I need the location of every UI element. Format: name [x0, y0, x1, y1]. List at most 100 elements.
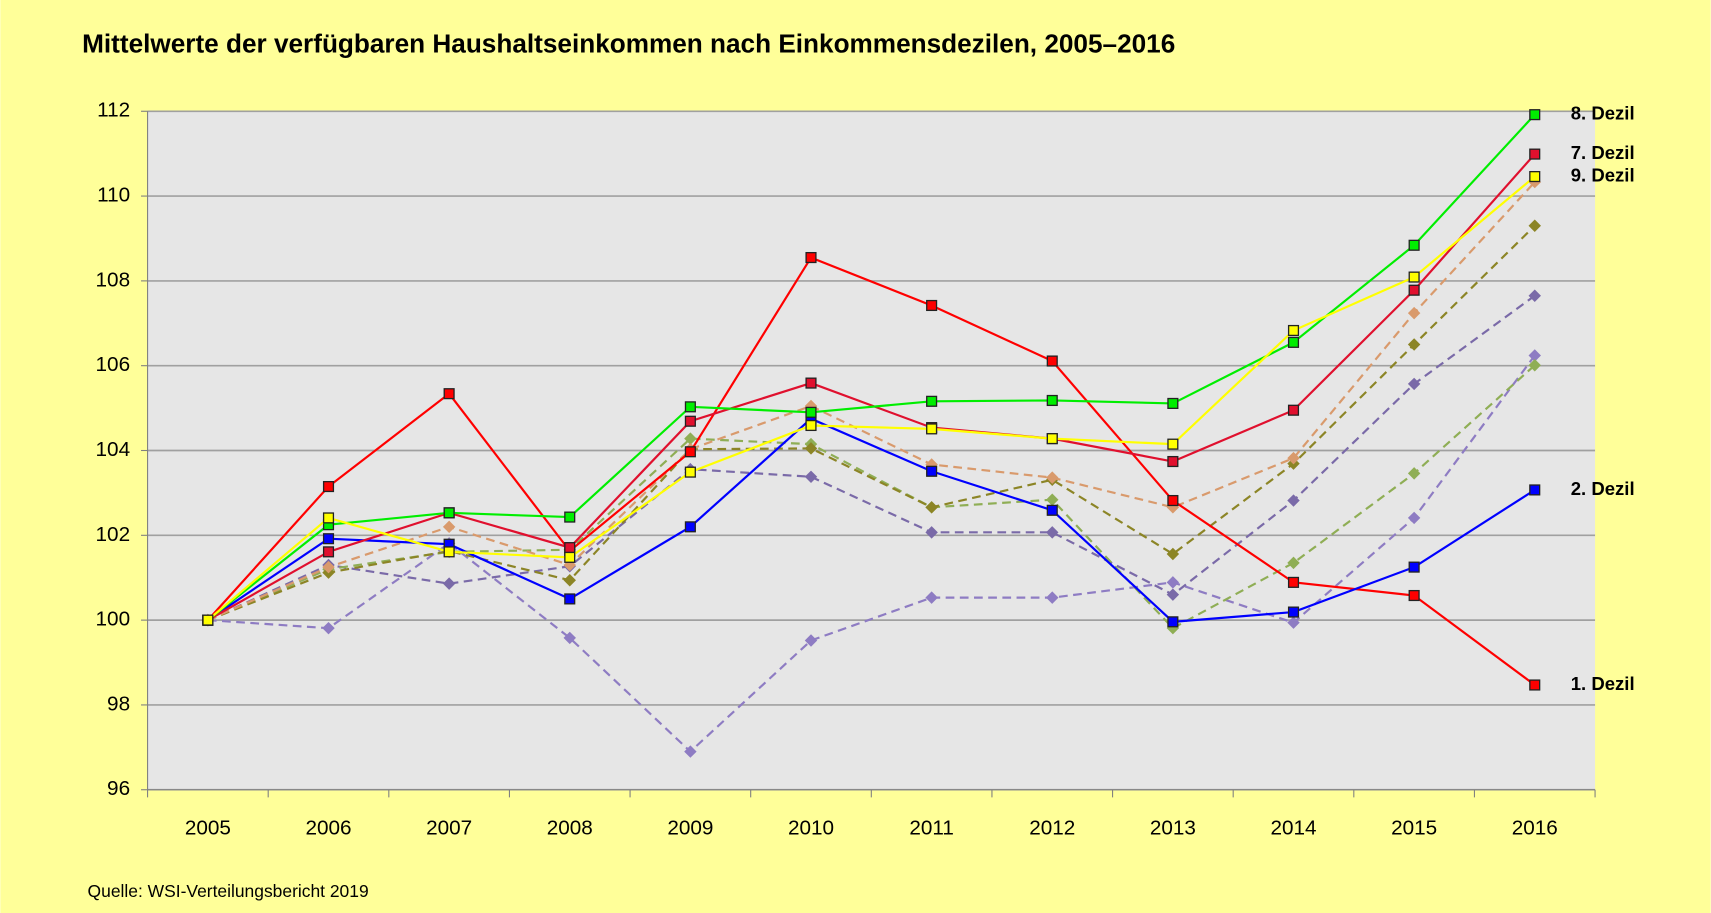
marker — [925, 526, 938, 539]
y-tick-label: 112 — [97, 99, 130, 122]
x-tick-label: 2006 — [305, 816, 351, 839]
labels: 96 98 100 102 104 106 108 110 112 2005 2006 2007 200… — [96, 99, 1635, 840]
marker — [1287, 576, 1300, 588]
y-tick-label: 102 — [96, 523, 131, 546]
y-tick-label: 98 — [107, 692, 130, 715]
marker — [1407, 338, 1421, 351]
marker — [564, 593, 576, 605]
x-tick-label: 2010 — [788, 816, 834, 839]
marker — [1529, 679, 1541, 691]
marker — [1529, 148, 1541, 160]
series-line — [207, 153, 1536, 622]
series-line — [207, 294, 1536, 622]
marker — [443, 546, 455, 558]
lines — [201, 109, 1541, 758]
marker — [1529, 484, 1541, 496]
marker — [684, 401, 696, 413]
marker — [1287, 324, 1300, 337]
marker — [1166, 588, 1180, 601]
marker — [564, 551, 576, 563]
marker — [1408, 271, 1420, 283]
marker — [925, 591, 938, 604]
marker — [1287, 616, 1300, 629]
y-tick-label: 106 — [96, 353, 131, 376]
x-tick-label: 2012 — [1029, 816, 1075, 839]
series-label: 9. Dezil — [1571, 164, 1635, 185]
series-label: 8. Dezil — [1571, 103, 1635, 124]
marker — [1287, 606, 1300, 618]
marker — [563, 631, 576, 645]
marker — [1287, 494, 1300, 507]
marker — [1046, 526, 1059, 539]
marker — [202, 614, 214, 626]
x-tick-label: 2011 — [909, 816, 954, 839]
marker — [1407, 306, 1421, 320]
marker — [564, 511, 576, 523]
series-line — [207, 181, 1536, 622]
marker — [804, 634, 818, 647]
marker — [1046, 471, 1059, 484]
marker — [322, 546, 335, 558]
marker — [926, 395, 938, 407]
marker — [443, 507, 455, 519]
series-label: 7. Dezil — [1571, 142, 1635, 163]
marker — [322, 533, 335, 545]
x-tick-label: 2009 — [667, 816, 713, 839]
x-tick-label: 2005 — [185, 816, 231, 839]
series-label: 2. Dezil — [1571, 478, 1635, 499]
y-tick-label: 110 — [97, 184, 130, 207]
marker — [1287, 336, 1300, 348]
marker — [1407, 511, 1421, 525]
marker — [563, 574, 576, 587]
series-line — [207, 256, 1536, 686]
marker — [1529, 171, 1541, 183]
series-label: 1. Dezil — [1571, 673, 1635, 694]
marker — [1166, 576, 1180, 589]
marker — [684, 466, 696, 478]
grid — [141, 110, 1596, 798]
marker — [322, 560, 335, 574]
marker — [1287, 451, 1300, 465]
marker — [926, 423, 938, 435]
marker — [926, 299, 938, 312]
marker — [926, 465, 938, 477]
marker — [1046, 394, 1058, 407]
marker — [1046, 355, 1058, 367]
x-tick-label: 2013 — [1150, 816, 1196, 839]
marker — [1529, 109, 1541, 121]
marker — [1167, 494, 1179, 507]
marker — [1287, 556, 1300, 570]
series-line — [207, 113, 1536, 621]
marker — [1528, 289, 1541, 302]
marker — [684, 521, 696, 533]
y-tick-label: 100 — [96, 608, 131, 631]
marker — [1046, 591, 1059, 604]
marker — [322, 480, 335, 493]
marker — [804, 442, 818, 455]
series-line — [207, 417, 1536, 623]
chart-title: Mittelwerte der verfügbaren Haushaltsein… — [82, 29, 1175, 59]
marker — [1407, 377, 1421, 391]
marker — [1046, 433, 1058, 445]
marker — [1167, 438, 1179, 450]
marker — [805, 251, 817, 264]
marker — [564, 542, 576, 554]
marker — [442, 577, 456, 590]
marker — [805, 377, 817, 389]
marker — [925, 501, 938, 514]
marker — [1408, 561, 1420, 573]
source: Quelle: WSI-Verteilungsbericht 2019 — [88, 881, 369, 901]
x-tick-label: 2016 — [1512, 816, 1558, 839]
x-tick-label: 2015 — [1391, 816, 1437, 839]
marker — [1167, 455, 1179, 468]
marker — [443, 388, 455, 400]
x-tick-label: 2014 — [1270, 816, 1316, 839]
y-tick-label: 108 — [96, 268, 131, 291]
marker — [805, 419, 817, 432]
series-line — [207, 354, 1536, 754]
marker — [1046, 504, 1058, 516]
marker — [1528, 359, 1541, 372]
marker — [1408, 589, 1420, 602]
